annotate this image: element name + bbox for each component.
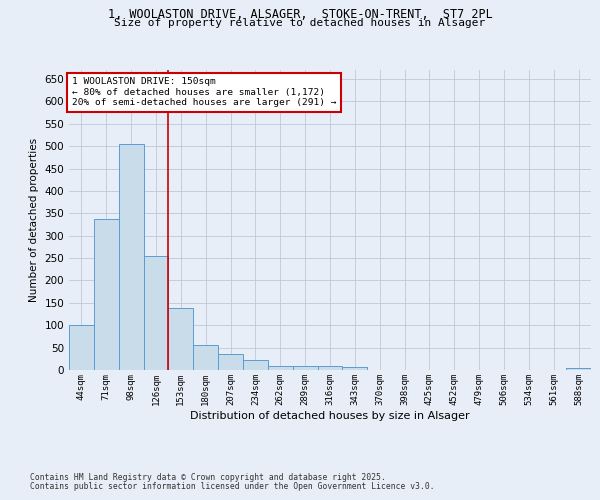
Bar [566,368,591,370]
Bar [218,354,243,370]
Bar [94,218,119,370]
Bar [343,368,367,370]
Bar [293,366,317,370]
X-axis label: Distribution of detached houses by size in Alsager: Distribution of detached houses by size … [190,410,470,420]
Text: 1, WOOLASTON DRIVE, ALSAGER,  STOKE-ON-TRENT,  ST7 2PL: 1, WOOLASTON DRIVE, ALSAGER, STOKE-ON-TR… [107,8,493,20]
Text: 1 WOOLASTON DRIVE: 150sqm
← 80% of detached houses are smaller (1,172)
20% of se: 1 WOOLASTON DRIVE: 150sqm ← 80% of detac… [71,78,336,108]
Bar [143,256,169,370]
Bar [193,346,218,370]
Text: Size of property relative to detached houses in Alsager: Size of property relative to detached ho… [115,18,485,28]
Bar [169,308,193,370]
Bar [243,360,268,370]
Bar [268,366,293,370]
Y-axis label: Number of detached properties: Number of detached properties [29,138,39,302]
Text: Contains HM Land Registry data © Crown copyright and database right 2025.: Contains HM Land Registry data © Crown c… [30,472,386,482]
Bar [119,144,143,370]
Bar [69,325,94,370]
Text: Contains public sector information licensed under the Open Government Licence v3: Contains public sector information licen… [30,482,434,491]
Bar [317,366,343,370]
